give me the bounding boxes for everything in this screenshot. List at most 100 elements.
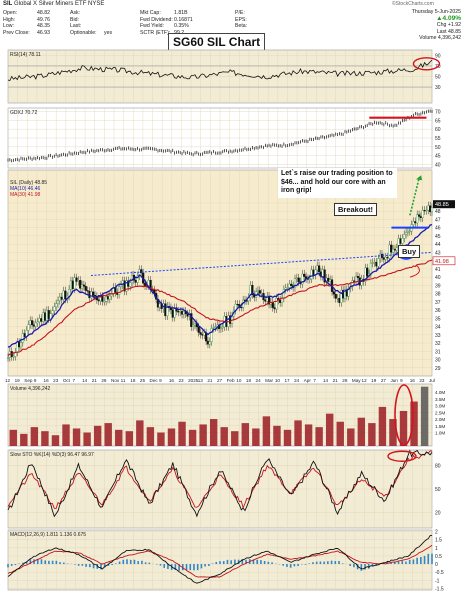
candle: [329, 279, 332, 282]
macd-histogram-bar: [405, 561, 407, 565]
volume-label: Volume: [419, 35, 437, 41]
candle: [64, 290, 67, 300]
volume-bar: [104, 423, 112, 446]
sto-tick: 80: [435, 464, 441, 470]
volume-bar: [30, 427, 39, 446]
macd-histogram-bar: [416, 557, 418, 565]
rsi-tick: 90: [435, 53, 441, 59]
sto-tick: 50: [435, 487, 441, 493]
macd-title: MACD(12,26,9) 1.811 1.136 0.675: [10, 532, 86, 538]
macd-tick: -1.5: [435, 586, 444, 592]
volume-bar: [220, 427, 228, 446]
candle: [18, 342, 21, 348]
macd-histogram-bar: [408, 559, 411, 565]
candle: [173, 307, 176, 318]
x-axis-label: 9: [400, 378, 403, 383]
macd-histogram-bar: [48, 560, 50, 565]
chg-label: Chg: [436, 22, 447, 28]
x-axis-label: 13: [198, 378, 204, 383]
candle: [395, 247, 398, 251]
candle: [321, 269, 324, 277]
stat-key: Beta:: [235, 23, 248, 29]
candle: [423, 210, 426, 212]
macd-histogram-bar: [193, 564, 195, 571]
candle: [51, 310, 54, 314]
candle: [360, 278, 363, 286]
candle: [236, 303, 239, 306]
breakout-callout: Breakout!: [334, 203, 378, 216]
candle: [375, 261, 378, 267]
macd-histogram-bar: [230, 560, 232, 565]
x-axis-label: 17: [284, 378, 290, 383]
macd-histogram-bar: [25, 561, 28, 565]
candle: [29, 320, 32, 325]
macd-histogram-bar: [334, 561, 337, 565]
macd-line: [7, 534, 433, 584]
macd-histogram-bar: [126, 559, 128, 565]
volume-bar: [399, 410, 408, 446]
candle: [75, 277, 78, 282]
stat-row: Beta:: [235, 23, 269, 29]
candle: [201, 334, 204, 336]
quote-box: Thursday 5-Jun-2025 ▲4.09% Chg +1.92 Las…: [412, 9, 461, 42]
candle: [147, 279, 150, 286]
candle: [171, 309, 174, 318]
candle: [36, 321, 39, 324]
ma10-legend: MA(10) 46.46: [10, 186, 41, 192]
rsi-tick: 50: [435, 75, 441, 81]
gdxj-tick: 60: [435, 127, 441, 133]
symbol: SIL: [3, 1, 13, 7]
candle: [429, 205, 432, 213]
macd-histogram-bar: [55, 560, 58, 565]
stat-key: Prev Close:: [3, 29, 30, 36]
buy-callout: Buy: [398, 245, 421, 258]
x-axis-label: 16: [44, 378, 50, 383]
candle: [354, 276, 358, 282]
macd-tick: -1: [435, 578, 440, 584]
macd-histogram-bar: [312, 562, 314, 565]
macd-histogram-bar: [330, 560, 333, 565]
stat-value: 0.35%: [174, 23, 189, 29]
candle: [206, 340, 210, 345]
candle: [416, 214, 419, 224]
macd-histogram-bar: [10, 564, 13, 566]
stat-row: Fwd Yield: 0.35%: [140, 23, 189, 29]
candle: [286, 287, 289, 289]
volume-bar: [368, 423, 376, 446]
volume-bar: [167, 428, 176, 446]
macd-tick: 1: [435, 546, 438, 552]
x-axis-label: 7: [72, 378, 75, 383]
macd-histogram-bar: [341, 563, 344, 565]
stat-key: Ask:: [70, 10, 81, 16]
macd-tick: 0.5: [435, 554, 442, 560]
price-tick: 32: [435, 341, 441, 347]
macd-histogram-bar: [353, 564, 355, 568]
rsi-line: [7, 59, 433, 81]
macd-histogram-bar: [92, 564, 95, 569]
candle: [190, 313, 193, 327]
candle: [45, 310, 48, 321]
candle: [103, 301, 106, 303]
stat-row: Fwd Dividend:0.16871: [140, 17, 193, 23]
macd-histogram-bar: [420, 556, 422, 565]
macd-histogram-bar: [286, 564, 288, 567]
candle: [317, 265, 321, 273]
candle: [97, 299, 100, 302]
macd-histogram-bar: [81, 564, 84, 566]
macd-signal-line: [7, 544, 433, 578]
macd-histogram-bar: [178, 564, 180, 571]
volume-bar: [72, 428, 81, 446]
stat-key: Mkt Cap:: [140, 10, 161, 16]
price-tick: 46: [435, 226, 441, 232]
macd-histogram-bar: [167, 564, 169, 569]
candle: [197, 326, 200, 333]
candle: [316, 265, 319, 271]
price-tick: 29: [435, 366, 441, 372]
candle: [47, 310, 50, 319]
candle: [93, 295, 97, 297]
macd-histogram-bar: [77, 564, 80, 566]
volume-bar: [410, 401, 418, 446]
candle: [301, 273, 304, 285]
macd-histogram-bar: [200, 564, 203, 569]
macd-histogram-bar: [256, 559, 258, 565]
